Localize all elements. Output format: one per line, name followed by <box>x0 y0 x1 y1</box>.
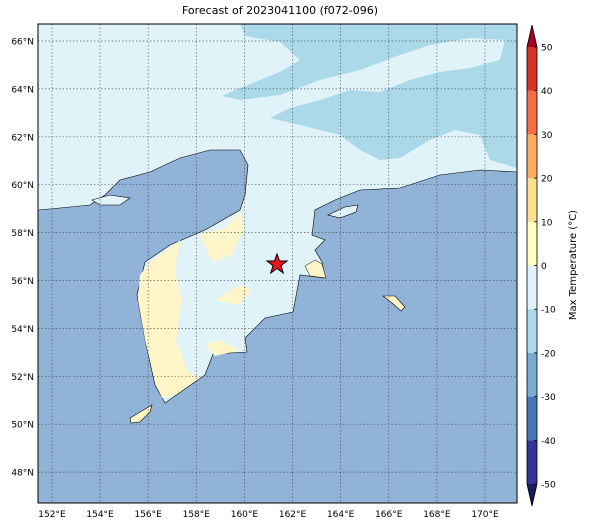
colorbar-tick-label: -40 <box>541 437 556 447</box>
colorbar-bin <box>527 221 537 266</box>
colorbar-bin <box>527 134 537 179</box>
colorbar-tick-label: -30 <box>541 393 556 403</box>
colorbar: -50 -40 -30 -20 -10 0 10 20 30 40 50 <box>526 24 556 507</box>
colorbar-tick-label: 20 <box>541 175 553 185</box>
lat-tick-label: 48°N <box>11 469 34 479</box>
lat-tick-label: 58°N <box>11 229 34 239</box>
colorbar-bin <box>527 47 537 91</box>
lon-tick-label: 154°E <box>86 510 114 520</box>
lon-tick-label: 166°E <box>375 510 403 520</box>
island <box>382 295 406 312</box>
map <box>38 24 517 503</box>
lat-tick-label: 50°N <box>11 421 34 431</box>
location-star <box>265 252 289 275</box>
colorbar-tick-label: -20 <box>541 349 556 359</box>
title: Forecast of 2023041100 (f072-096) <box>182 4 378 17</box>
island <box>327 204 359 219</box>
colorbar-tick-label: 0 <box>541 262 547 272</box>
lat-tick-label: 54°N <box>11 325 34 335</box>
colorbar-bin <box>527 309 537 353</box>
warm-area <box>304 259 327 279</box>
colorbar-bin <box>527 178 537 222</box>
colorbar-extend-under <box>527 484 537 506</box>
warm-area <box>200 212 244 262</box>
lon-tick-label: 168°E <box>423 510 451 520</box>
lon-tick-label: 156°E <box>134 510 162 520</box>
cold-area <box>222 24 517 168</box>
axis-labels: 48°N 50°N 52°N 54°N 56°N 58°N 60°N 62°N 64°N 66°N… <box>11 38 499 520</box>
colorbar-tick-label: -10 <box>541 306 556 316</box>
lon-tick-label: 160°E <box>231 510 259 520</box>
lat-tick-label: 60°N <box>11 181 34 191</box>
colorbar-extend-over <box>527 25 537 47</box>
colorbar-label: Max Temperature (°C) <box>568 210 579 320</box>
lon-tick-label: 164°E <box>327 510 355 520</box>
colorbar-bin <box>527 90 537 135</box>
colorbar-bin <box>527 265 537 310</box>
island <box>129 404 153 424</box>
lon-tick-label: 158°E <box>183 510 211 520</box>
lat-tick-label: 64°N <box>11 85 34 95</box>
warm-area <box>205 340 240 356</box>
island <box>91 194 131 206</box>
colorbar-bin <box>527 440 537 484</box>
colorbar-tick-label: 50 <box>541 44 553 54</box>
lon-tick-label: 162°E <box>279 510 307 520</box>
colorbar-tick-label: 10 <box>541 218 553 228</box>
lat-tick-label: 52°N <box>11 373 34 383</box>
warm-area <box>215 285 252 305</box>
lat-tick-label: 62°N <box>11 133 34 143</box>
colorbar-bin <box>527 352 537 397</box>
colorbar-tick-label: 30 <box>541 131 553 141</box>
lon-tick-label: 170°E <box>471 510 499 520</box>
graticule <box>38 24 517 503</box>
colorbar-tick-label: 40 <box>541 87 553 97</box>
colorbar-tick-label: -50 <box>541 481 556 491</box>
lat-tick-label: 56°N <box>11 277 34 287</box>
map-frame <box>37 23 518 504</box>
lon-tick-label: 152°E <box>38 510 66 520</box>
colorbar-bin <box>527 396 537 441</box>
lat-tick-label: 66°N <box>11 38 34 48</box>
warm-area <box>138 240 200 398</box>
